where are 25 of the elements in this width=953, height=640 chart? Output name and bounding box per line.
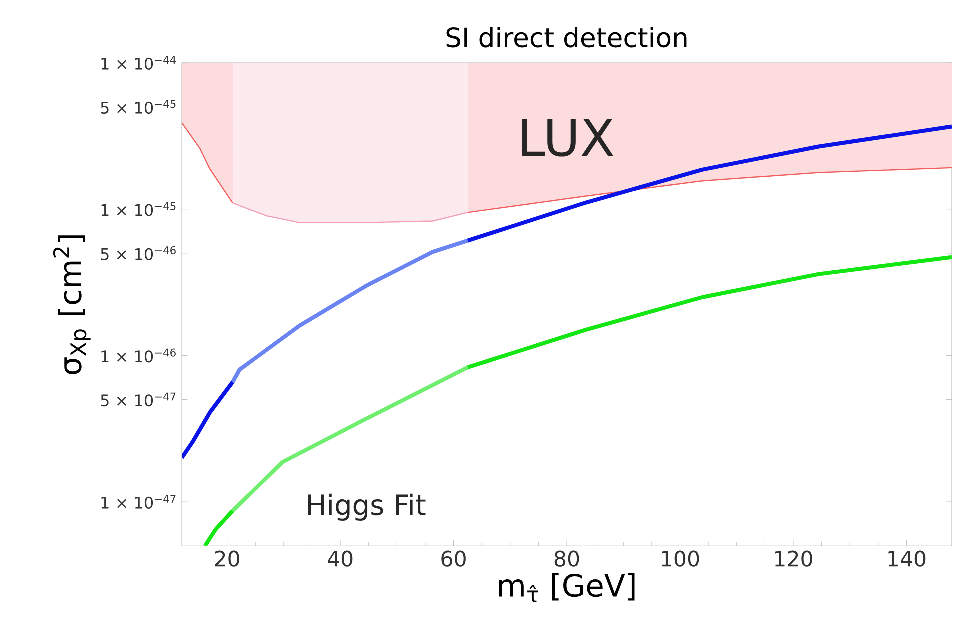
y-tick-label: 1 × 10$^{−44}$ <box>102 56 176 70</box>
line-series <box>467 167 952 214</box>
x-tick-label: 80 <box>554 550 580 567</box>
annotation: Higgs Fit <box>308 494 426 522</box>
x-axis-title: m$_{τ̂}$ [GeV] <box>499 573 635 602</box>
x-tick-label: 140 <box>888 550 926 567</box>
line-series <box>466 255 952 370</box>
y-tick-label: 1 × 10$^{−45}$ <box>102 202 176 216</box>
x-tick-label: 60 <box>442 550 466 567</box>
y-axis-title: σ$_{Xp}$ [cm$^{2}$] <box>53 236 91 374</box>
x-tick-label: 40 <box>328 550 353 567</box>
x-tick-label: 120 <box>775 550 812 567</box>
annotation: LUX <box>522 119 614 157</box>
x-tick-label: 100 <box>662 550 700 567</box>
y-tick-label: 5 × 10$^{−46}$ <box>101 246 176 260</box>
y-tick-label: 5 × 10$^{−47}$ <box>101 392 176 407</box>
y-tick-label: 5 × 10$^{−45}$ <box>101 100 176 114</box>
chart-title: SI direct detection <box>446 27 687 48</box>
x-tick-label: 20 <box>215 550 240 567</box>
line-series <box>182 380 235 460</box>
line-series <box>230 238 470 384</box>
y-tick-label: 1 × 10$^{−46}$ <box>102 348 176 363</box>
y-tick-label: 1 × 10$^{−47}$ <box>102 495 176 509</box>
line-series <box>232 202 469 224</box>
line-series <box>182 122 234 204</box>
